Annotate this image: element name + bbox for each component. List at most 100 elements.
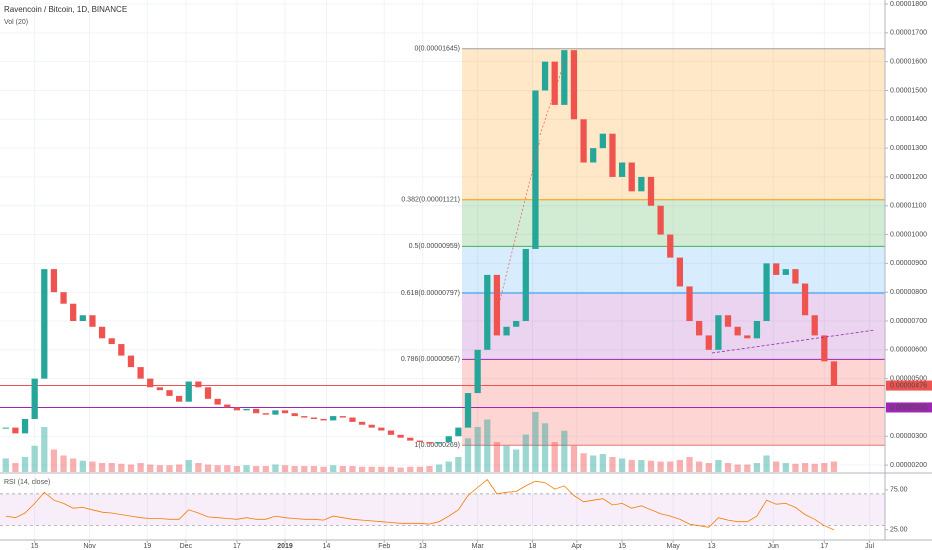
volume-bar bbox=[801, 463, 809, 472]
candle-body bbox=[330, 416, 337, 421]
candle-body bbox=[522, 248, 529, 322]
volume-bar bbox=[243, 465, 250, 472]
volume-bar bbox=[407, 466, 414, 472]
volume-bar bbox=[705, 463, 712, 472]
volume-bar bbox=[541, 423, 549, 472]
candle-body bbox=[532, 90, 539, 249]
x-tick-label: Nov bbox=[83, 543, 96, 550]
price-label-box bbox=[886, 380, 932, 391]
volume-bar bbox=[301, 466, 308, 472]
y-tick-label: 0.00001300 bbox=[890, 145, 927, 152]
candle-body bbox=[291, 413, 298, 417]
candles bbox=[2, 50, 838, 444]
candle-body bbox=[224, 404, 231, 408]
volume-bar bbox=[166, 465, 173, 472]
volume-bar bbox=[79, 460, 86, 472]
x-tick-label: 15 bbox=[618, 543, 626, 550]
candle-body bbox=[214, 398, 221, 405]
y-tick-label: 0.00000800 bbox=[890, 289, 927, 296]
candle-body bbox=[801, 283, 809, 316]
candle-body bbox=[31, 378, 38, 419]
candle-body bbox=[349, 417, 356, 422]
candle-body bbox=[21, 418, 29, 434]
x-tick-label: 18 bbox=[529, 543, 537, 550]
fib-label: 0.786(0.00000567) bbox=[401, 356, 460, 363]
volume-bar bbox=[281, 465, 289, 472]
volume-bar bbox=[156, 465, 163, 472]
volume-bar bbox=[330, 465, 337, 472]
candle-body bbox=[281, 410, 289, 414]
candle-body bbox=[301, 416, 308, 418]
volume-bar bbox=[70, 458, 77, 472]
candle-body bbox=[657, 205, 664, 235]
volume-bar bbox=[580, 453, 587, 472]
volume-bar bbox=[686, 457, 693, 472]
candle-body bbox=[590, 148, 597, 163]
y-tick-label: 0.00001100 bbox=[890, 203, 927, 210]
volume-bar bbox=[570, 445, 578, 472]
volume-bar bbox=[493, 442, 501, 472]
fib-label: 0.5(0.00000959) bbox=[409, 243, 460, 250]
volume-bar bbox=[426, 466, 433, 472]
candle-body bbox=[474, 349, 481, 394]
volume-bar bbox=[715, 460, 722, 472]
candle-body bbox=[262, 413, 269, 415]
x-tick-label: Apr bbox=[571, 543, 583, 550]
candle-body bbox=[89, 315, 96, 327]
volume-bar bbox=[599, 454, 606, 472]
volume-bar bbox=[561, 430, 568, 472]
y-tick-label: 0.00000500 bbox=[890, 375, 927, 382]
candle-body bbox=[118, 344, 125, 356]
candle-body bbox=[541, 61, 549, 91]
candle-body bbox=[753, 321, 761, 339]
candle-body bbox=[70, 303, 77, 322]
volume-bar bbox=[397, 467, 404, 472]
volume-bar bbox=[291, 466, 298, 472]
candle-body bbox=[358, 421, 366, 425]
volume-bar bbox=[811, 463, 818, 472]
candle-body bbox=[773, 263, 780, 275]
volume-bar bbox=[262, 466, 269, 472]
x-tick-label: 19 bbox=[143, 543, 151, 550]
candle-body bbox=[455, 427, 462, 437]
volume-bar bbox=[2, 458, 9, 472]
fib-zone bbox=[462, 359, 885, 446]
volume-bar bbox=[320, 466, 327, 472]
volume-bar bbox=[667, 461, 674, 472]
candle-body bbox=[503, 326, 510, 336]
volume-bar bbox=[474, 427, 481, 472]
candle-body bbox=[397, 434, 404, 438]
volume-bar bbox=[137, 463, 144, 472]
candle-body bbox=[792, 269, 799, 284]
candle-body bbox=[667, 234, 674, 258]
candle-body bbox=[166, 390, 173, 396]
y-tick-label: 0.00001700 bbox=[890, 30, 927, 37]
fib-zone bbox=[462, 48, 885, 200]
rsi-tick-label: 75.00 bbox=[890, 487, 908, 494]
candle-body bbox=[233, 407, 241, 411]
neckline bbox=[711, 329, 876, 354]
volume-bar bbox=[147, 464, 154, 472]
volume-bar bbox=[724, 463, 732, 472]
volume-bar bbox=[753, 463, 761, 472]
x-tick-label: Feb bbox=[378, 543, 390, 550]
trend-line bbox=[539, 59, 566, 136]
volume-bar bbox=[435, 464, 443, 472]
volume-bar bbox=[513, 449, 520, 472]
rsi-tick-label: 25.00 bbox=[890, 527, 908, 534]
candle-body bbox=[676, 257, 684, 287]
volume-bar bbox=[21, 457, 29, 472]
candle-body bbox=[204, 387, 212, 399]
x-tick-label: Jul bbox=[865, 543, 874, 550]
candle-body bbox=[628, 162, 635, 192]
candle-body bbox=[253, 408, 260, 414]
volume-bar bbox=[696, 461, 703, 472]
candle-body bbox=[618, 162, 626, 177]
volume-bar bbox=[339, 466, 346, 472]
candle-body bbox=[570, 50, 578, 120]
x-tick-label: 13 bbox=[708, 543, 716, 550]
volume-bar bbox=[253, 466, 260, 472]
price-label: 0.00000400 bbox=[890, 404, 927, 411]
